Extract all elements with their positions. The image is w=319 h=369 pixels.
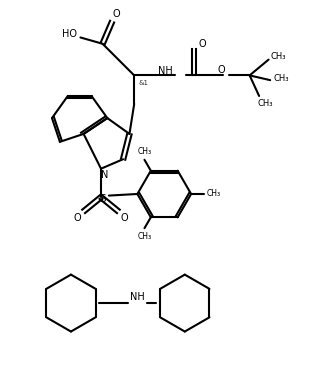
Text: O: O	[113, 9, 121, 19]
Text: CH₃: CH₃	[137, 232, 152, 241]
Text: N: N	[101, 170, 108, 180]
Text: CH₃: CH₃	[137, 147, 152, 156]
Text: CH₃: CH₃	[273, 74, 289, 83]
Text: CH₃: CH₃	[207, 190, 221, 199]
Text: O: O	[121, 213, 129, 223]
Text: NH: NH	[130, 292, 145, 302]
Text: S: S	[99, 194, 106, 204]
Text: NH: NH	[159, 66, 173, 76]
Text: CH₃: CH₃	[258, 99, 273, 108]
Text: O: O	[217, 65, 225, 75]
Text: O: O	[198, 39, 206, 49]
Text: &1: &1	[139, 80, 149, 86]
Text: CH₃: CH₃	[270, 52, 286, 61]
Text: HO: HO	[62, 29, 77, 39]
Text: O: O	[73, 213, 81, 223]
